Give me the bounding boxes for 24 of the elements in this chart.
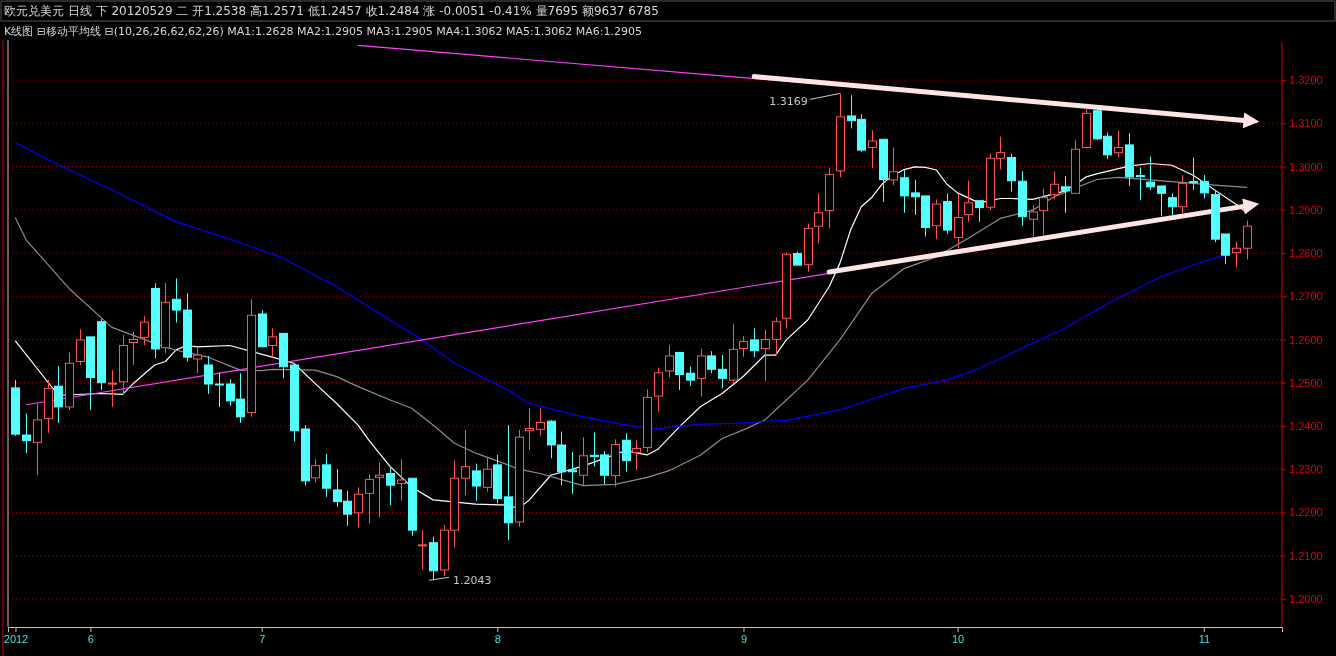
y-tick-label: 1.3100: [1289, 117, 1323, 130]
y-tick-label: 1.2100: [1289, 549, 1323, 562]
y-tick-label: 1.2600: [1289, 333, 1323, 346]
x-tick-label: 6: [87, 632, 94, 645]
y-tick-label: 1.2400: [1289, 419, 1323, 432]
annotation: 1.2043: [453, 574, 492, 588]
x-tick-label: 10: [951, 632, 965, 645]
y-tick-label: 1.3200: [1289, 74, 1323, 87]
y-tick-label: 1.2700: [1289, 290, 1323, 303]
x-tick-label: 8: [494, 632, 501, 645]
x-tick-label: 7: [259, 632, 266, 645]
y-tick-label: 1.2800: [1289, 247, 1323, 260]
chart-title: 欧元兑美元 日线 下 20120529 二 开1.2538 高1.2571 低1.2457 收1.2484 涨 -0.0051 -0.41% 量7695 额9637 6785: [4, 4, 659, 18]
y-tick-label: 1.2500: [1289, 376, 1323, 389]
x-tick-label: 11: [1198, 632, 1211, 645]
x-tick-label: 2012: [3, 632, 29, 645]
annotation: 1.3169: [769, 95, 808, 109]
x-tick-label: 9: [740, 632, 748, 645]
y-tick-label: 1.2200: [1289, 506, 1323, 519]
y-tick-label: 1.2300: [1289, 463, 1323, 476]
y-tick-label: 1.3000: [1289, 160, 1323, 173]
y-tick-label: 1.2000: [1289, 592, 1323, 605]
y-tick-label: 1.2900: [1289, 203, 1323, 216]
chart-subtitle: K线图 ⊟移动平均线 ⊟(10,26,26,62,62,26) MA1:1.2628 MA2:1.2905 MA3:1.2905 MA4:1.3062 MA5:1.3062 MA6:1.2905: [4, 25, 642, 38]
